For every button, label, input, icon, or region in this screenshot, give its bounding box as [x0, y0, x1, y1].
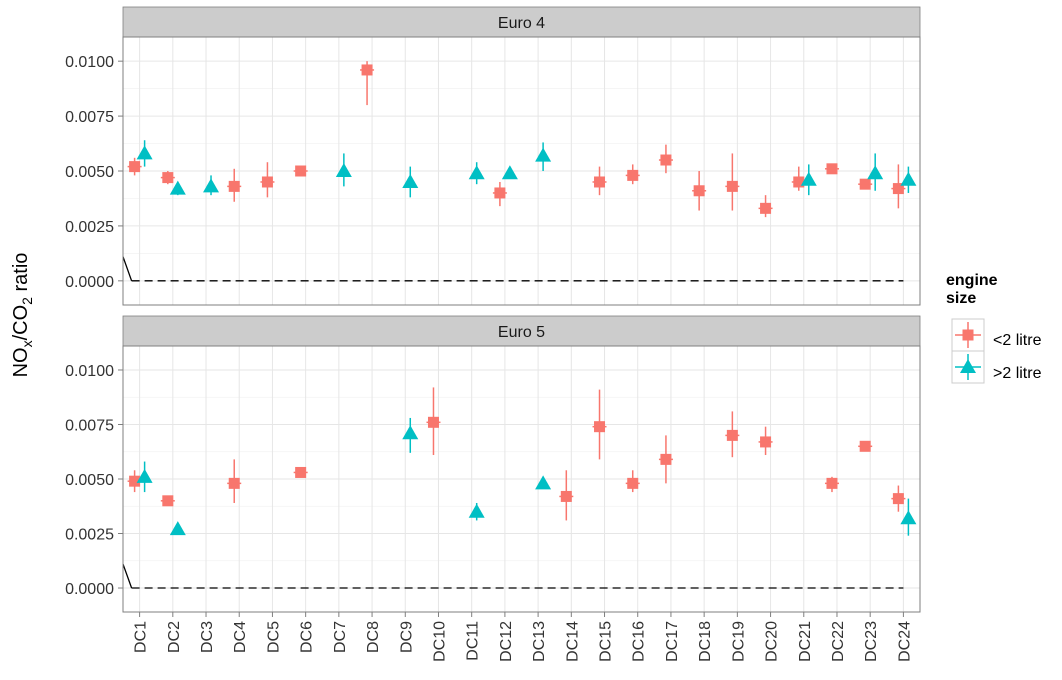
y-axis-title-part-c: /CO	[10, 305, 32, 341]
x-tick-label: DC3	[199, 621, 216, 653]
x-tick-label: DC13	[531, 621, 548, 662]
x-tick-label: DC20	[764, 621, 781, 662]
y-axis-title-part-a: NO	[10, 347, 32, 377]
legend-title-line1: engine	[946, 272, 998, 289]
panel-border	[122, 36, 921, 306]
y-tick-label: 0.0050	[65, 472, 114, 489]
data-point	[800, 171, 817, 186]
x-tick-label: DC12	[498, 621, 515, 662]
panel-border	[122, 345, 921, 613]
y-tick-label: 0.0100	[65, 54, 114, 71]
y-tick-label: 0.0025	[65, 219, 114, 236]
data-point	[501, 165, 518, 180]
y-axis-title: NOx/CO2 ratio	[10, 253, 35, 378]
data-point	[900, 171, 917, 186]
series-large-engine	[136, 417, 917, 536]
y-axis-title-part-e: ratio	[10, 253, 32, 297]
x-tick-label: DC7	[332, 621, 349, 653]
x-tick-label: DC18	[697, 621, 714, 662]
data-point	[169, 521, 186, 536]
y-tick-label: 0.0075	[65, 109, 114, 126]
panel-strip-label: Euro 5	[498, 324, 545, 341]
x-tick-label: DC8	[365, 621, 382, 653]
data-point	[136, 145, 153, 160]
reference-line-diagonal	[122, 563, 133, 589]
legend: engine size <2 litre >2 litre	[946, 272, 1042, 384]
data-point	[867, 165, 884, 180]
legend-key-square	[962, 329, 974, 341]
legend-label-large: >2 litre	[993, 365, 1042, 382]
x-tick-label: DC14	[564, 621, 581, 662]
reference-line-diagonal	[122, 256, 133, 282]
y-tick-label: 0.0100	[65, 363, 114, 380]
data-point	[468, 503, 485, 518]
y-axis-title-part-d: 2	[19, 297, 35, 305]
panel-1: Euro 4 0.0000 0.0025 0.0050 0.0075 0.0100	[65, 6, 921, 306]
data-point	[468, 165, 485, 180]
x-tick-label: DC19	[730, 621, 747, 662]
y-tick-label: 0.0075	[65, 417, 114, 434]
panels-layer: Euro 40.00000.00250.00500.00750.0100Euro…	[65, 6, 921, 613]
data-point	[203, 178, 220, 193]
panel-2: Euro 5 0.0000 0.0025 0.0050 0.0075 0.0100	[65, 315, 921, 613]
y-axis-title-part-b: x	[19, 340, 35, 347]
x-tick-label: DC2	[166, 621, 183, 653]
y-tick-label: 0.0000	[65, 581, 114, 598]
x-tick-label: DC4	[232, 621, 249, 653]
x-tick-label: DC9	[398, 621, 415, 653]
x-tick-label: DC17	[664, 621, 681, 662]
panel-strip	[122, 315, 921, 347]
data-point	[900, 510, 917, 525]
data-point	[535, 475, 552, 490]
x-tick-label: DC11	[465, 621, 482, 661]
legend-key-triangle	[960, 359, 976, 373]
y-tick-label: 0.0000	[65, 274, 114, 291]
panel-strip-label: Euro 4	[498, 15, 545, 32]
y-tick-label: 0.0050	[65, 164, 114, 181]
data-point	[335, 163, 352, 177]
legend-label-small: <2 litre	[993, 332, 1042, 349]
data-point	[535, 147, 552, 162]
data-point	[402, 425, 419, 440]
legend-title-line2: size	[946, 290, 976, 307]
series-large-engine	[136, 140, 917, 198]
legend-keys	[951, 318, 985, 384]
x-tick-label: DC23	[863, 621, 880, 662]
data-point	[136, 468, 153, 483]
x-tick-label: DC16	[631, 621, 648, 662]
x-tick-label: DC24	[896, 621, 913, 662]
x-tick-label: DC10	[431, 621, 448, 662]
y-tick-label: 0.0025	[65, 527, 114, 544]
series-small-engine	[127, 61, 906, 218]
x-tick-label: DC5	[265, 621, 282, 653]
x-tick-label: DC1	[133, 621, 150, 653]
x-tick-label: DC21	[797, 621, 814, 662]
series-small-engine	[127, 387, 906, 521]
panel-strip	[122, 6, 921, 38]
data-point	[402, 173, 419, 188]
x-tick-label: DC6	[299, 621, 316, 653]
data-point	[169, 180, 186, 195]
x-tick-label: DC22	[830, 621, 847, 662]
x-axis: DC1 DC2 DC3 DC4 DC5 DC6 DC7 DC8 DC9 DC10 DC11 DC12 D…	[133, 612, 913, 662]
x-tick-label: DC15	[598, 621, 615, 662]
